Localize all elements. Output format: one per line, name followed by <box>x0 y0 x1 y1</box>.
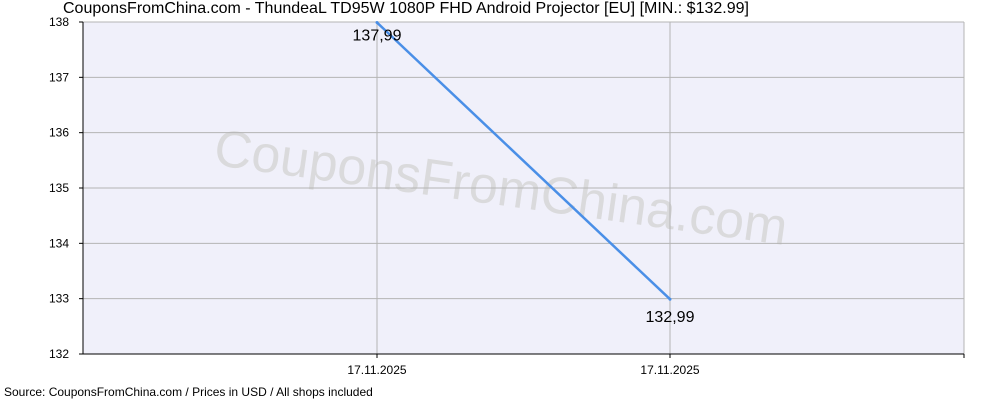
axes <box>79 21 965 358</box>
y-tick-label: 135 <box>49 181 69 195</box>
price-line <box>376 21 671 301</box>
y-tick-label: 132 <box>49 347 69 361</box>
chart-title: CouponsFromChina.com - ThundeaL TD95W 10… <box>63 0 749 17</box>
y-tick-label: 136 <box>49 126 69 140</box>
data-label: 137,99 <box>353 28 402 45</box>
data-point <box>375 21 379 25</box>
source-note: Source: CouponsFromChina.com / Prices in… <box>4 385 373 399</box>
y-tick-label: 133 <box>49 292 69 306</box>
data-point <box>668 297 672 301</box>
grid-lines <box>83 21 965 354</box>
price-series <box>375 21 672 301</box>
y-tick-label: 138 <box>49 15 69 29</box>
tick-labels: 132 133 134 135 136 137 138 17.11.2025 17.11.202… <box>49 15 700 377</box>
data-label: 132,99 <box>646 309 695 326</box>
y-tick-label: 134 <box>49 236 69 250</box>
y-tick-label: 137 <box>49 70 69 84</box>
x-tick-label: 17.11.2025 <box>347 363 406 377</box>
x-tick-label: 17.11.2025 <box>640 363 699 377</box>
